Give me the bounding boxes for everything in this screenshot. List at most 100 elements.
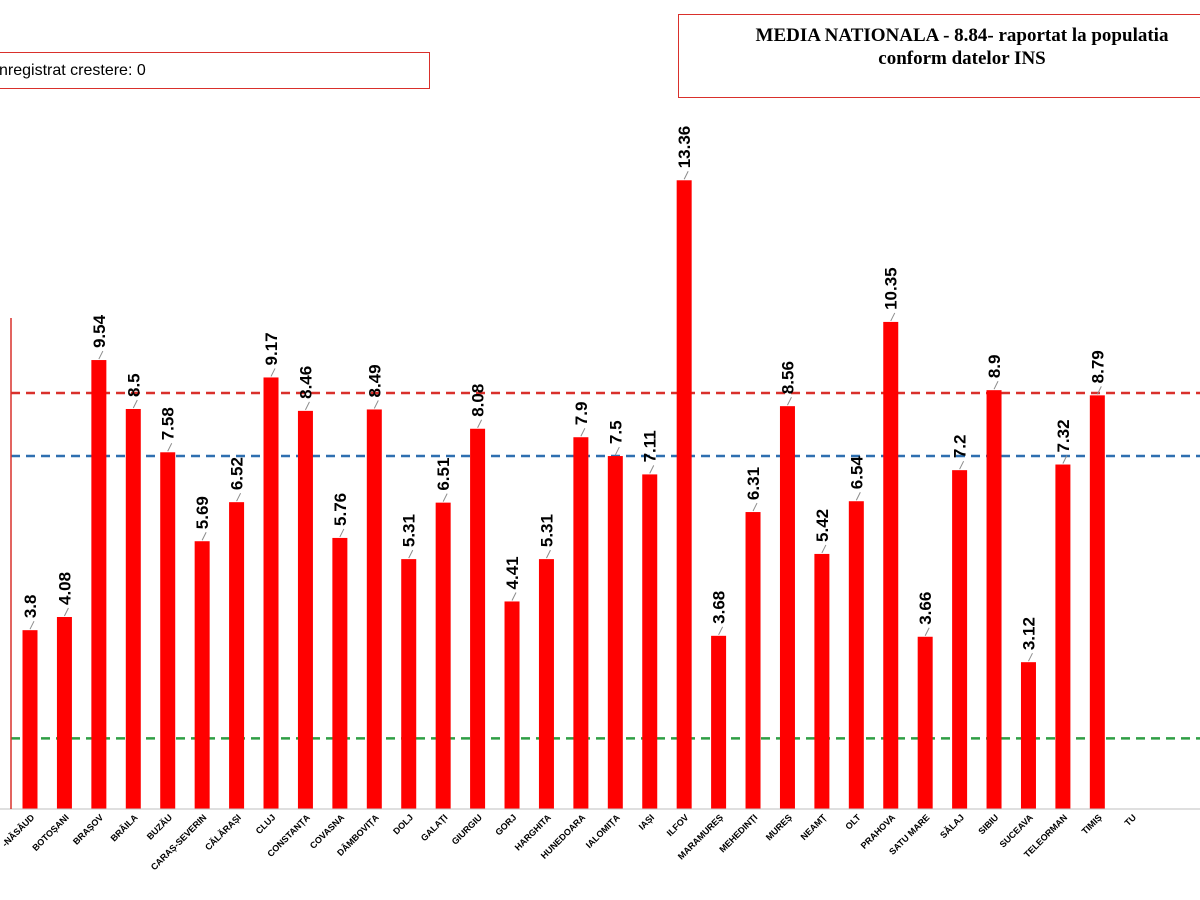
bar-4 <box>160 452 176 809</box>
category-label-14: GORJ <box>493 812 518 837</box>
value-leader-27 <box>959 460 965 470</box>
bar-2 <box>91 360 107 809</box>
bar-7 <box>263 377 279 809</box>
value-leader-10 <box>373 400 379 409</box>
category-label-23: NEAMȚ <box>799 812 829 842</box>
category-label-17: IALOMIȚA <box>584 812 622 850</box>
category-label-28: SIBIU <box>976 812 1000 836</box>
value-label-20: 3.68 <box>710 591 729 624</box>
left-note-text: nregistrat crestere: 0 <box>0 62 146 79</box>
bar-26 <box>917 636 933 809</box>
value-leader-22 <box>787 396 792 406</box>
value-label-7: 9.17 <box>262 332 281 365</box>
value-label-22: 8.56 <box>778 361 797 394</box>
value-leader-5 <box>201 532 207 541</box>
bar-20 <box>711 635 727 809</box>
value-leader-11 <box>408 549 414 559</box>
value-leader-24 <box>855 492 861 501</box>
bar-24 <box>848 501 864 809</box>
category-label-22: MUREȘ <box>764 812 794 842</box>
category-label-13: GIURGIU <box>450 812 484 846</box>
value-leader-16 <box>580 428 586 437</box>
category-label-27: SĂLAJ <box>938 812 966 840</box>
value-label-21: 6.31 <box>744 467 763 500</box>
value-label-5: 5.69 <box>193 496 212 529</box>
bar-3 <box>125 408 141 809</box>
value-leader-0 <box>29 620 35 630</box>
category-label-3: BRĂILA <box>109 812 140 843</box>
bar-18 <box>642 474 658 809</box>
value-leader-23 <box>821 544 827 554</box>
bar-28 <box>986 390 1002 809</box>
value-leader-19 <box>683 171 689 180</box>
value-label-19: 13.36 <box>675 126 694 169</box>
category-label-31: TIMIȘ <box>1080 812 1104 836</box>
value-leader-17 <box>614 446 620 456</box>
bar-8 <box>297 410 313 809</box>
value-leader-13 <box>477 419 483 428</box>
bar-31 <box>1089 395 1105 809</box>
value-label-15: 5.31 <box>537 514 556 547</box>
value-leader-15 <box>546 549 551 559</box>
bar-17 <box>607 456 623 809</box>
value-label-10: 8.49 <box>365 364 384 397</box>
bar-1 <box>56 616 72 809</box>
value-label-31: 8.79 <box>1088 350 1107 383</box>
category-label-6: CĂLĂRAȘI <box>203 812 243 852</box>
value-leader-9 <box>339 528 345 538</box>
value-label-18: 7.11 <box>641 430 660 462</box>
value-label-6: 6.52 <box>228 457 247 490</box>
value-label-0: 3.8 <box>21 595 40 619</box>
value-label-28: 8.9 <box>985 355 1004 379</box>
bar-14 <box>504 601 520 809</box>
bar-16 <box>573 437 589 809</box>
bar-22 <box>779 406 795 809</box>
bar-25 <box>883 321 899 809</box>
value-leader-12 <box>442 493 448 502</box>
national-average-box: MEDIA NATIONALA - 8.84- raportat la popu… <box>678 14 1200 98</box>
value-label-27: 7.2 <box>951 435 970 459</box>
value-label-25: 10.35 <box>882 267 901 310</box>
value-label-9: 5.76 <box>331 493 350 526</box>
category-label-12: GALAȚI <box>419 812 450 843</box>
value-label-26: 3.66 <box>916 592 935 625</box>
category-label-1: BOTOȘANI <box>30 812 71 853</box>
value-label-23: 5.42 <box>813 509 832 542</box>
bar-15 <box>538 559 554 809</box>
bar-13 <box>470 428 486 809</box>
value-label-2: 9.54 <box>90 314 109 348</box>
value-labels-group: 3.8 4.08 9.54 8.5 7.58 5.69 6.52 9.17 8.46 5.76 8.… <box>21 126 1107 662</box>
value-label-3: 8.5 <box>124 373 143 397</box>
value-label-16: 7.9 <box>572 402 591 426</box>
category-label-7: CLUJ <box>254 812 278 836</box>
bar-6 <box>229 502 245 809</box>
value-label-13: 8.08 <box>469 384 488 417</box>
bar-5 <box>194 541 210 809</box>
value-leader-25 <box>890 312 896 322</box>
value-label-17: 7.5 <box>606 420 625 444</box>
category-label-32: TU <box>1123 812 1139 828</box>
national-average-subtitle: conform datelor INS <box>878 48 1046 69</box>
value-leader-2 <box>98 350 104 360</box>
bar-19 <box>676 180 692 810</box>
value-label-24: 6.54 <box>847 456 866 490</box>
value-leader-6 <box>236 492 242 502</box>
value-label-30: 7.32 <box>1054 419 1073 452</box>
national-average-title: MEDIA NATIONALA - 8.84- raportat la popu… <box>755 25 1169 46</box>
bar-12 <box>435 502 451 809</box>
bar-11 <box>401 559 417 809</box>
value-leader-26 <box>924 627 930 636</box>
bar-30 <box>1055 464 1071 809</box>
value-leader-3 <box>132 399 138 409</box>
value-leader-30 <box>1062 455 1068 464</box>
bar-9 <box>332 537 348 809</box>
value-leader-28 <box>993 380 999 390</box>
value-leader-4 <box>167 443 173 452</box>
bar-10 <box>366 409 382 809</box>
left-note-box: nregistrat crestere: 0 <box>0 52 430 89</box>
category-label-0: -NĂSĂUD <box>0 812 37 849</box>
value-leader-1 <box>63 607 69 617</box>
value-label-12: 6.51 <box>434 458 453 491</box>
